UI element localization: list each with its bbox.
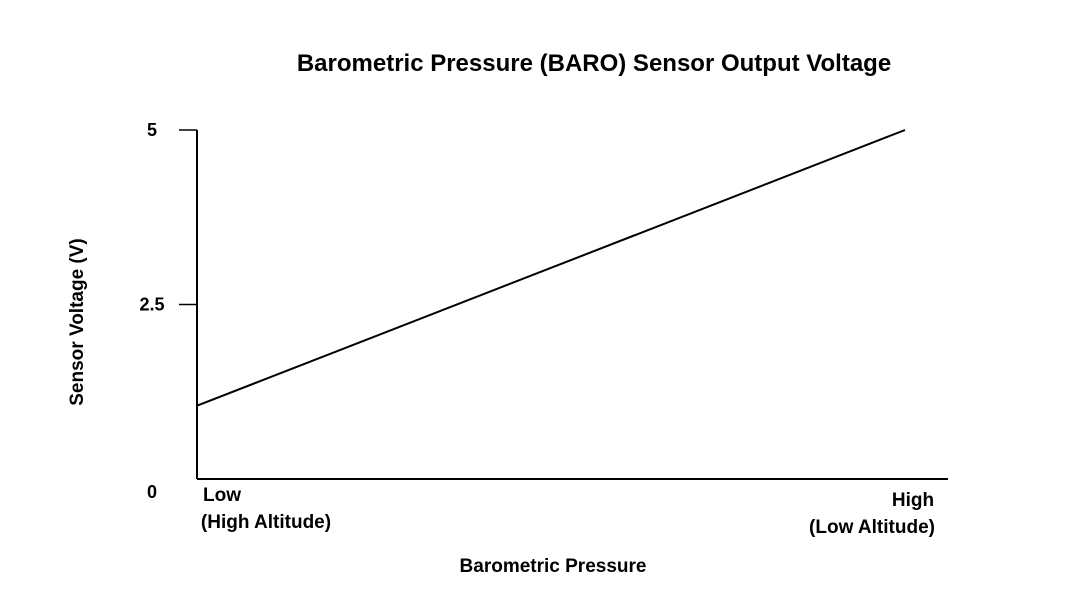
x-tick-high-line2: (Low Altitude) <box>809 517 935 538</box>
series-layer <box>196 129 906 407</box>
x-axis-label: Barometric Pressure <box>460 556 647 577</box>
x-tick-low-line1: Low <box>203 485 241 506</box>
series-line <box>196 129 906 407</box>
x-tick-low-line2: (High Altitude) <box>201 512 331 533</box>
y-tick-label: 0 <box>147 482 157 502</box>
y-ticks: 52.50 <box>139 120 197 502</box>
x-tick-high-line1: High <box>892 490 934 511</box>
y-tick-label: 2.5 <box>139 295 164 315</box>
y-axis-label: Sensor Voltage (V) <box>67 238 88 406</box>
y-tick-label: 5 <box>147 120 157 140</box>
chart-title: Barometric Pressure (BARO) Sensor Output… <box>297 50 891 77</box>
